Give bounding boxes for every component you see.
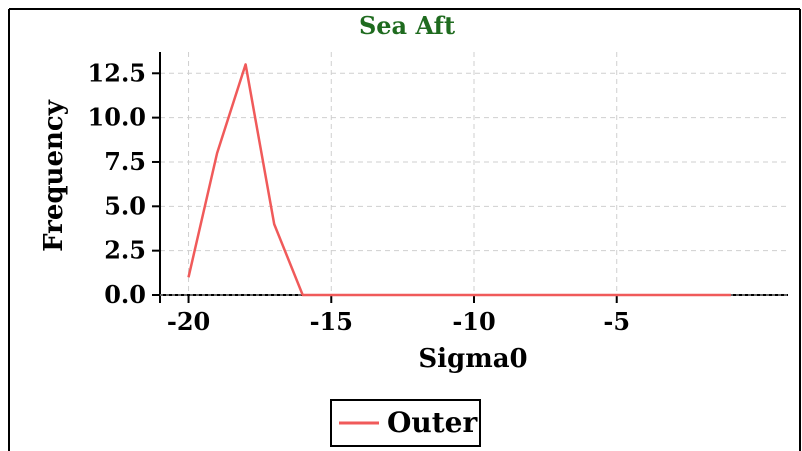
x-tick-label: -20 <box>167 307 210 336</box>
y-axis-label: Frequency <box>39 99 69 252</box>
series-group <box>187 63 731 297</box>
x-tick-label: -10 <box>452 307 495 336</box>
y-tick-label: 5.0 <box>104 191 146 220</box>
y-tick-label: 12.5 <box>88 58 146 87</box>
y-ticks: 0.0 2.5 5.0 7.5 10.0 12.5 <box>88 58 160 309</box>
series-line-outer <box>187 63 731 297</box>
axes <box>152 52 788 303</box>
x-tick-label: -5 <box>603 307 630 336</box>
grid <box>160 52 788 295</box>
y-tick-label: 0.0 <box>104 280 146 309</box>
legend-box <box>330 399 481 447</box>
x-axis-label: Sigma0 <box>418 344 527 374</box>
y-tick-label: 7.5 <box>104 147 146 176</box>
legend-label-outer: Outer <box>387 406 478 439</box>
y-tick-label: 2.5 <box>104 236 146 265</box>
y-tick-label: 10.0 <box>88 103 146 132</box>
legend: Outer <box>330 399 481 447</box>
x-ticks: -20 -15 -10 -5 <box>167 295 630 336</box>
chart-title: Sea Aft <box>359 11 455 40</box>
x-tick-label: -15 <box>310 307 353 336</box>
